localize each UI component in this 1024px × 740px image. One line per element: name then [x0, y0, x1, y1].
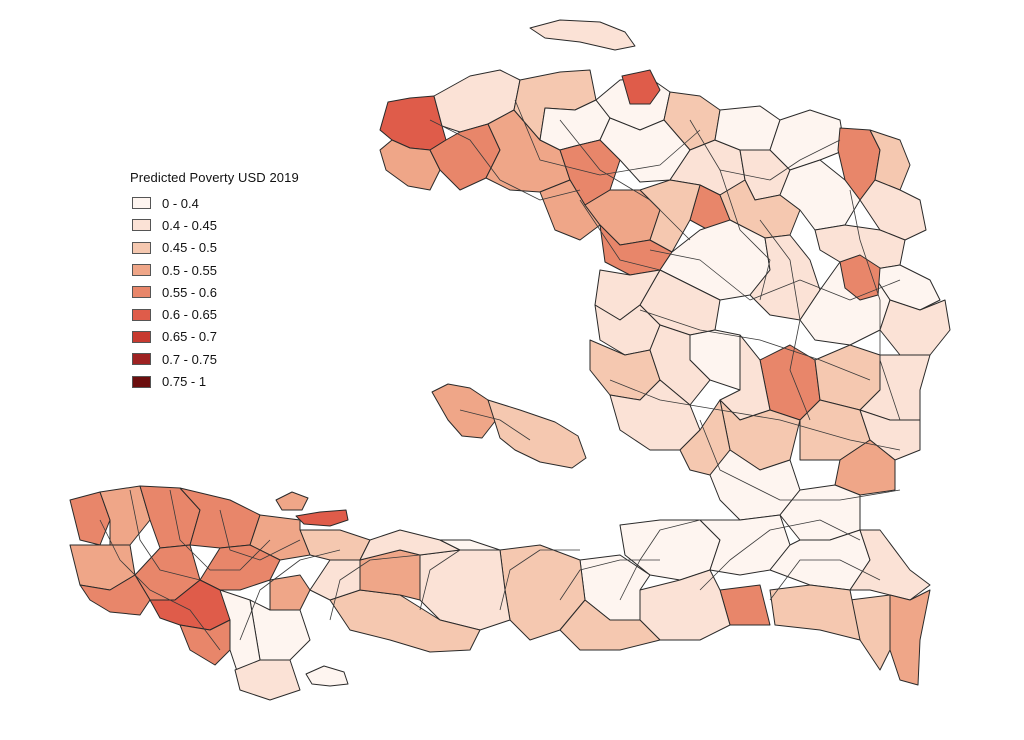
map-legend: Predicted Poverty USD 2019 0 - 0.4 0.4 - … [130, 170, 299, 393]
map-inner-borders [99, 99, 901, 651]
region-sud-g [269, 574, 311, 611]
region-art-k [879, 299, 951, 356]
region-nippes-a [299, 529, 371, 561]
region-grand-cayemite [295, 509, 349, 527]
region-se-b [889, 589, 931, 686]
region-ne-a [769, 109, 846, 171]
region-se-d [769, 584, 861, 641]
region-gonave-island-east [487, 399, 587, 469]
legend-title: Predicted Poverty USD 2019 [130, 170, 299, 185]
legend-item: 0.75 - 1 [130, 370, 299, 392]
legend-item: 0.45 - 0.5 [130, 237, 299, 259]
region-art-g [649, 324, 711, 406]
region-north-coast-b [621, 69, 661, 105]
legend-swatch [132, 241, 151, 254]
legend-label: 0.65 - 0.7 [162, 329, 217, 345]
region-sud-west-a [79, 574, 151, 616]
region-ile-a-vache [305, 665, 349, 687]
legend-item: 0.6 - 0.65 [130, 303, 299, 325]
region-nippes-b [359, 529, 461, 561]
legend-label: 0.4 - 0.45 [162, 217, 217, 233]
legend-swatch [132, 219, 151, 232]
region-ga-h [199, 544, 281, 591]
legend-swatch [132, 330, 151, 343]
legend-swatch [132, 264, 151, 277]
legend-item: 0.55 - 0.6 [130, 281, 299, 303]
legend-label: 0 - 0.4 [162, 195, 199, 211]
region-ne-d [859, 179, 927, 241]
region-cap-haitien-a [714, 105, 781, 151]
legend-swatch [132, 353, 151, 366]
region-north-g [639, 179, 701, 253]
legend-label: 0.55 - 0.6 [162, 284, 217, 300]
legend-label: 0.5 - 0.55 [162, 262, 217, 278]
legend-item: 0 - 0.4 [130, 192, 299, 214]
region-cayemites-island [275, 491, 309, 511]
legend-item: 0.65 - 0.7 [130, 326, 299, 348]
map-regions [69, 19, 951, 701]
legend-swatch [132, 308, 151, 321]
region-sud-west-c [179, 619, 231, 666]
region-tortuga-island [529, 19, 636, 51]
legend-item: 0.5 - 0.55 [130, 259, 299, 281]
legend-label: 0.6 - 0.65 [162, 307, 217, 323]
legend-item: 0.7 - 0.75 [130, 348, 299, 370]
legend-item: 0.4 - 0.45 [130, 214, 299, 236]
legend-swatch [132, 197, 151, 210]
legend-label: 0.75 - 1 [162, 374, 207, 390]
legend-swatch [132, 375, 151, 388]
legend-swatch [132, 286, 151, 299]
region-ga-a [69, 491, 111, 546]
legend-classes: 0 - 0.4 0.4 - 0.45 0.45 - 0.5 0.5 - 0.55 0.5… [130, 192, 299, 393]
legend-label: 0.45 - 0.5 [162, 240, 217, 256]
region-sud-b [559, 599, 661, 651]
region-se-e [639, 569, 731, 641]
legend-label: 0.7 - 0.75 [162, 351, 217, 367]
region-cayes-coast [234, 659, 301, 701]
